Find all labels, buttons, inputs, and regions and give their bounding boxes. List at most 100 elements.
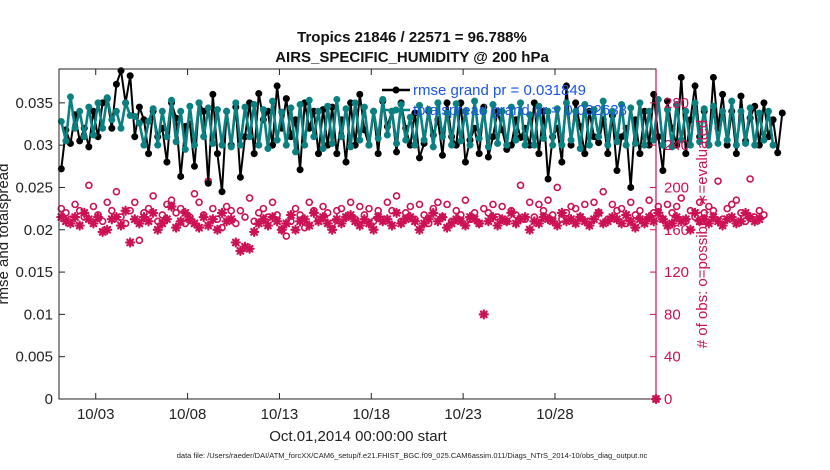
obs-evaluated-point [666, 218, 678, 229]
totalspread-point [333, 95, 341, 103]
obs-evaluated-point-stroke [61, 217, 70, 226]
totalspread-point [172, 138, 180, 146]
rmse-point [636, 150, 644, 158]
totalspread-point [631, 139, 639, 147]
obs-possible-point [479, 204, 488, 213]
rmse-point [296, 166, 304, 174]
obs-evaluated-point-stroke [75, 221, 84, 230]
totalspread-point [186, 102, 194, 110]
rmse-point [682, 150, 690, 158]
rmse-point [135, 103, 143, 111]
totalspread-point [420, 136, 428, 144]
y-right-tick-label: 120 [664, 264, 689, 281]
totalspread-point [732, 141, 740, 149]
totalspread-point [627, 104, 635, 112]
rmse-point [613, 167, 621, 175]
obs-possible-point [489, 200, 497, 209]
obs-evaluated-point-stroke [66, 219, 75, 228]
totalspread-point [305, 96, 313, 104]
rmse-point [475, 150, 483, 158]
obs-evaluated-point [386, 220, 398, 231]
totalspread-point [686, 141, 694, 149]
obs-possible-point [241, 213, 249, 221]
obs-evaluated-point [175, 216, 186, 227]
totalspread-point [402, 136, 410, 144]
obs-possible-point [705, 202, 713, 211]
obs-evaluated-point-stroke [553, 221, 562, 230]
rmse-point [255, 90, 263, 98]
obs-evaluated-point-stroke [355, 221, 364, 230]
rmse-point [393, 148, 401, 156]
totalspread-point [269, 97, 277, 105]
obs-evaluated-point [584, 220, 595, 231]
totalspread-point [677, 136, 685, 144]
totalspread-point [471, 97, 479, 105]
totalspread-point [149, 105, 157, 113]
legend-marker [392, 86, 400, 94]
rmse-point [89, 107, 97, 115]
obs-evaluated-point-stroke [493, 221, 502, 230]
totalspread-point [494, 139, 502, 147]
totalspread-point [512, 136, 520, 144]
rmse-point [204, 179, 212, 187]
footer-data-file: data file: /Users/raeder/DAI/ATM_forcXX/… [177, 451, 648, 460]
totalspread-point [526, 111, 534, 119]
totalspread-point [608, 107, 616, 115]
totalspread-point [218, 141, 226, 149]
obs-evaluated-point-stroke [534, 219, 543, 228]
obs-evaluated-point-stroke [746, 213, 755, 222]
obs-evaluated-point-stroke [392, 208, 401, 217]
totalspread-point [94, 99, 102, 107]
obs-evaluated-point-stroke [456, 217, 465, 226]
obs-evaluated-point-stroke [185, 215, 194, 224]
obs-evaluated-point-stroke [208, 215, 217, 224]
rmse-point [273, 82, 281, 90]
obs-evaluated-point-stroke [479, 310, 488, 319]
obs-evaluated-point [125, 237, 136, 248]
obs-possible-point [190, 190, 199, 198]
obs-possible-point [176, 204, 185, 213]
totalspread-point [342, 105, 350, 113]
totalspread-point [374, 134, 382, 142]
totalspread-point [438, 133, 446, 141]
rmse-point [535, 150, 543, 158]
totalspread-point [728, 97, 736, 105]
obs-possible-point [608, 200, 617, 209]
totalspread-point [572, 107, 580, 115]
obs-possible-point [172, 209, 180, 217]
obs-possible-point [337, 204, 346, 213]
obs-evaluated-point-stroke [410, 217, 419, 226]
obs-possible-point [484, 209, 493, 217]
obs-evaluated-point [524, 224, 535, 235]
rmse-point [659, 167, 667, 175]
totalspread-point [89, 131, 97, 139]
totalspread-point [466, 141, 474, 149]
obs-evaluated-point-stroke [626, 217, 635, 226]
totalspread-point [163, 133, 171, 141]
rmse-point [236, 173, 244, 181]
rmse-point [126, 72, 134, 80]
rmse-point [604, 150, 612, 158]
obs-possible-point [209, 204, 217, 213]
rmse-point [760, 99, 768, 107]
obs-evaluated-point [354, 220, 365, 231]
x-tick-label: 10/23 [444, 406, 482, 423]
obs-evaluated-point [157, 218, 168, 229]
totalspread-point [397, 101, 405, 109]
totalspread-point [714, 139, 722, 147]
rmse-point [691, 82, 699, 90]
totalspread-point [765, 107, 773, 115]
obs-evaluated-point [382, 214, 393, 225]
obs-possible-point [746, 175, 754, 183]
obs-evaluated-point-stroke [149, 208, 158, 217]
obs-evaluated-point [148, 207, 159, 218]
obs-evaluated-point [212, 224, 223, 235]
obs-evaluated-point-stroke [567, 215, 575, 224]
obs-evaluated-point-stroke [195, 223, 203, 232]
rmse-point [209, 90, 217, 98]
totalspread-point [181, 145, 189, 153]
totalspread-point [80, 133, 88, 141]
obs-evaluated-point [717, 220, 728, 231]
obs-evaluated-point-stroke [121, 206, 130, 215]
obs-evaluated-point [290, 224, 301, 235]
